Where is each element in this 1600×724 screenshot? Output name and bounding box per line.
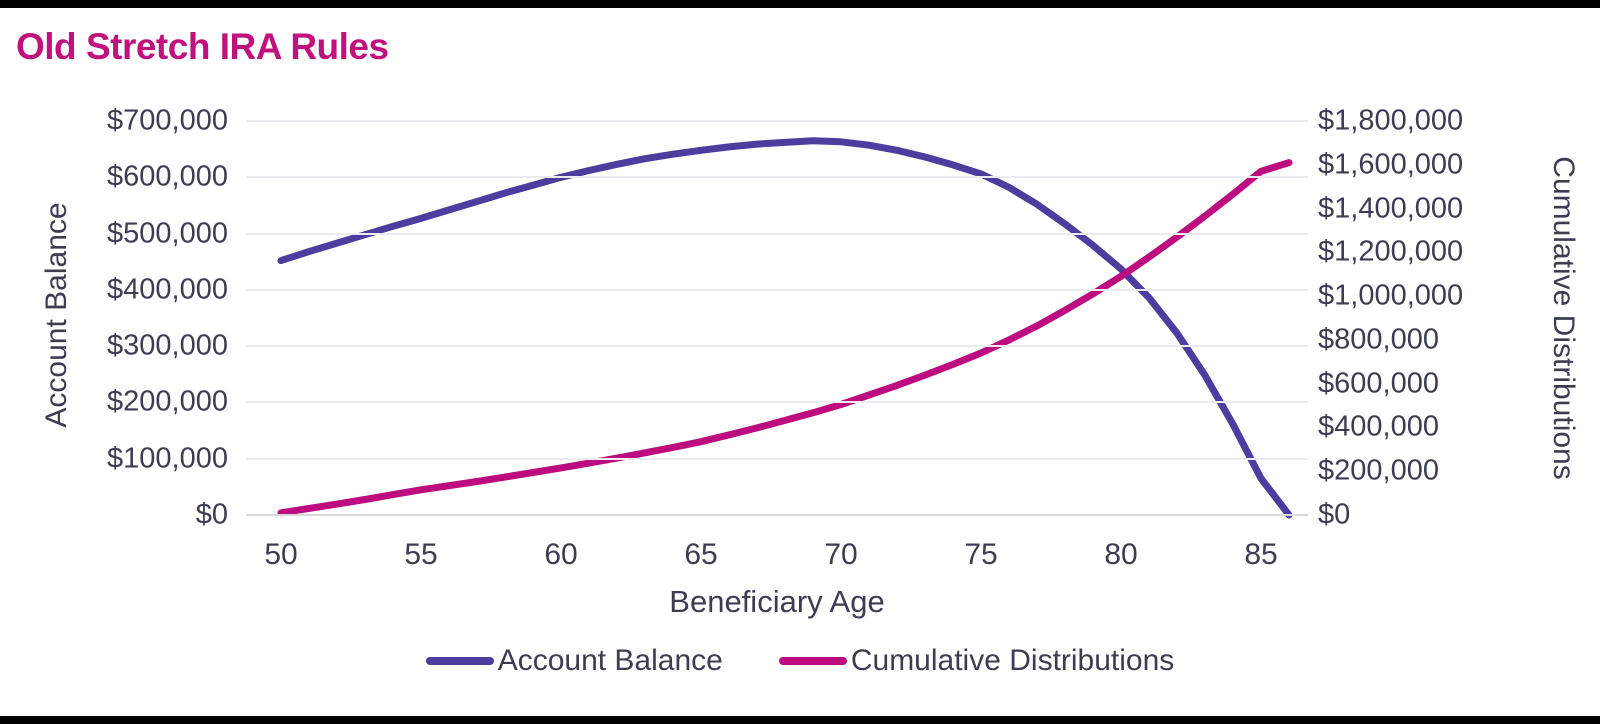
left-axis-tick-label: $100,000 xyxy=(107,442,228,475)
right-axis-tick-label: $800,000 xyxy=(1318,323,1439,356)
gridline xyxy=(246,232,1308,235)
gridline xyxy=(246,401,1308,404)
legend-label: Cumulative Distributions xyxy=(850,644,1175,677)
x-axis-line xyxy=(246,514,1308,516)
x-axis-title: Beneficiary Age xyxy=(669,584,885,619)
right-axis-tick-label: $400,000 xyxy=(1318,410,1439,443)
legend-label: Account Balance xyxy=(497,644,723,677)
letterbox-bar-bottom xyxy=(0,716,1600,724)
legend-item-cumulative-distributions: Cumulative Distributions xyxy=(778,644,1175,678)
x-axis-tick-label: 80 xyxy=(1104,538,1138,571)
x-axis-tick-label: 50 xyxy=(264,538,298,571)
right-axis-tick-label: $1,600,000 xyxy=(1318,148,1464,181)
right-axis-tick-label: $1,400,000 xyxy=(1318,192,1464,225)
legend-item-account-balance: Account Balance xyxy=(425,644,723,678)
chart-title: Old Stretch IRA Rules xyxy=(16,26,389,67)
right-axis-tick-label: $1,200,000 xyxy=(1318,235,1464,268)
left-axis-tick-label: $300,000 xyxy=(107,329,228,362)
letterbox-bar-top xyxy=(0,0,1600,8)
right-axis-tick-label: $0 xyxy=(1318,498,1351,531)
right-axis-tick-label: $1,800,000 xyxy=(1318,104,1464,137)
gridline xyxy=(246,288,1308,291)
series-canvas xyxy=(277,137,1293,519)
x-axis-tick-label: 65 xyxy=(684,538,718,571)
legend-swatch xyxy=(425,657,494,665)
x-axis-tick-label: 75 xyxy=(964,538,998,571)
series-line-cumulative-distributions xyxy=(277,159,1293,517)
left-axis-tick-label: $0 xyxy=(195,498,228,531)
plot-area xyxy=(246,120,1308,519)
left-axis-title: Account Balance xyxy=(40,202,73,428)
gridline xyxy=(246,176,1308,179)
x-axis-tick-label: 55 xyxy=(404,538,438,571)
gridline xyxy=(246,457,1308,460)
series-line-account-balance xyxy=(277,137,1293,519)
right-axis-tick-label: $1,000,000 xyxy=(1318,279,1464,312)
left-axis-tick-label: $700,000 xyxy=(107,104,228,137)
left-axis-tick-label: $600,000 xyxy=(107,160,228,193)
legend: Account Balance Cumulative Distributions xyxy=(0,644,1600,678)
x-axis-tick-label: 70 xyxy=(824,538,858,571)
gridline xyxy=(246,120,1308,122)
right-axis-tick-label: $200,000 xyxy=(1318,454,1439,487)
left-axis-tick-label: $200,000 xyxy=(107,385,228,418)
right-axis-tick-label: $600,000 xyxy=(1318,367,1439,400)
legend-swatch xyxy=(778,657,847,665)
x-axis-tick-label: 60 xyxy=(544,538,578,571)
x-axis-tick-label: 85 xyxy=(1244,538,1278,571)
right-axis-title: Cumulative Distributions xyxy=(1547,156,1580,480)
left-axis-tick-label: $500,000 xyxy=(107,217,228,250)
gridline xyxy=(246,345,1308,348)
left-axis-tick-label: $400,000 xyxy=(107,273,228,306)
